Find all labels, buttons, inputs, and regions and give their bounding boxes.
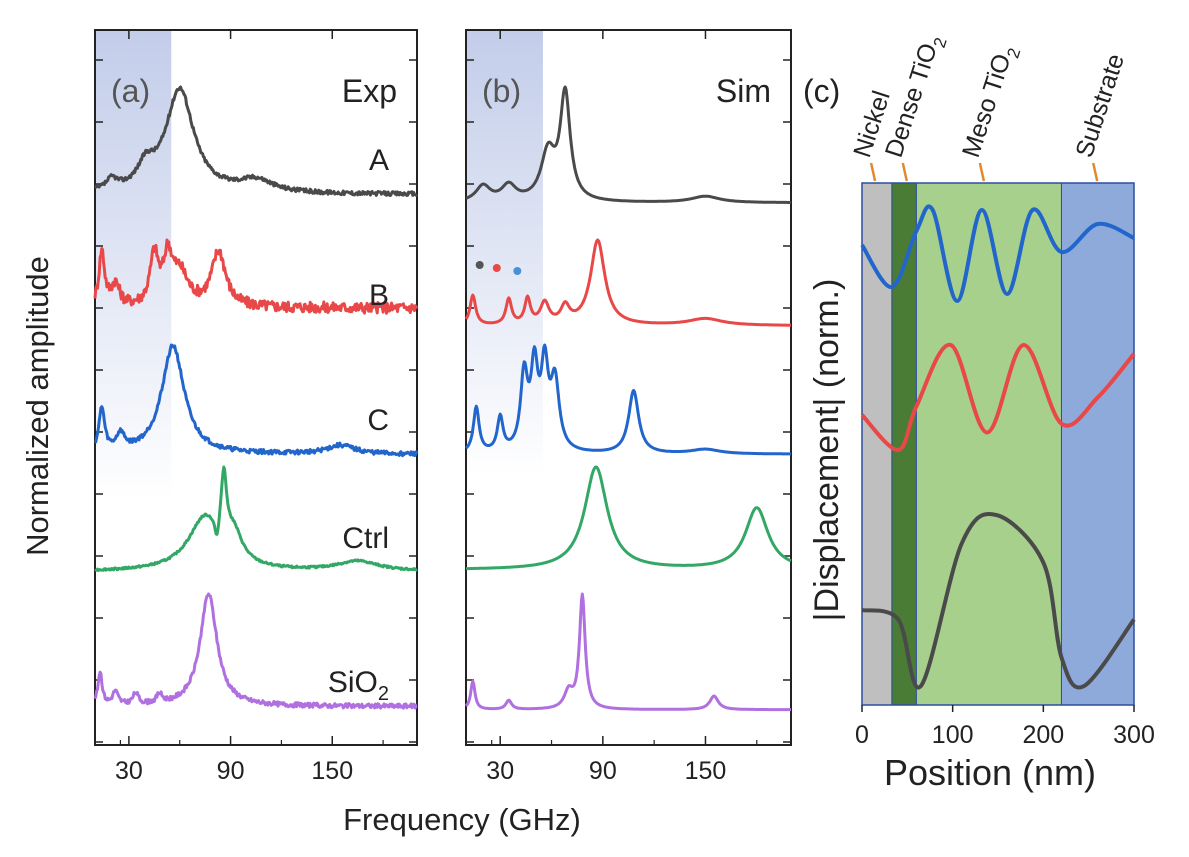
panel-label: (b) [482, 73, 521, 109]
series-label-sio2: SiO2 [328, 666, 389, 705]
series-label-ctrl: Ctrl [342, 522, 389, 555]
panel-b-sim: 30 90 150 (b) Sim [464, 29, 792, 785]
spectrum-line-c [94, 343, 419, 458]
x-tick-label: 30 [486, 757, 514, 785]
layer-substrate [1060, 182, 1135, 706]
x-tick-label: 100 [932, 721, 974, 749]
x-tick-label: 90 [217, 757, 245, 785]
plot-frame [94, 29, 418, 746]
mode-marker [513, 267, 522, 275]
series-label-subscript: 2 [378, 683, 389, 705]
panel-title: Sim [716, 73, 771, 109]
spectrum-line-sio2 [464, 592, 792, 712]
spectrum-line-sio2 [93, 592, 418, 710]
spectrum-line-ctrl [465, 465, 792, 571]
mode-marker [475, 261, 484, 269]
spectrum-line-c [465, 343, 792, 456]
layer-marker [978, 162, 986, 182]
series-label-a: A [369, 144, 389, 177]
plot-frame [861, 182, 1135, 706]
spectrum-line-b [464, 238, 792, 327]
layer-marker [901, 162, 909, 182]
displacement-curve-black [861, 512, 1136, 690]
spectrum-line-a [94, 85, 418, 197]
low-frequency-shade [466, 30, 543, 475]
layer-label-subscript: 2 [1003, 46, 1024, 61]
panel-label: (a) [111, 73, 150, 109]
x-tick-label: 150 [311, 757, 353, 785]
panel-c-y-label: |Displacement| (norm.) [808, 279, 846, 622]
x-axis-label: Frequency (GHz) [343, 802, 581, 837]
x-tick-label: 90 [589, 757, 617, 785]
x-tick-label: 300 [1113, 721, 1155, 749]
layer-marker [1091, 162, 1099, 182]
displacement-curve-blue [860, 204, 1135, 304]
series-label-c: C [367, 404, 389, 437]
layer-label: Meso TiO2 [957, 41, 1024, 162]
layer-label: Substrate [1070, 50, 1130, 160]
x-tick-label: 0 [855, 721, 869, 749]
panel-title: Exp [342, 73, 397, 109]
layer-label-subscript: 2 [930, 35, 951, 50]
x-tick-label: 150 [685, 757, 727, 785]
mode-marker [492, 264, 501, 272]
series-label-b: B [369, 279, 389, 312]
y-axis-label: Normalized amplitude [20, 256, 55, 556]
layer-marker [869, 162, 877, 182]
displacement-curve-red [860, 342, 1136, 452]
panel-label: (c) [803, 73, 840, 109]
spectrum-line-b [93, 238, 419, 315]
x-tick-label: 200 [1022, 721, 1064, 749]
x-tick-label: 30 [115, 757, 143, 785]
plot-frame [465, 29, 792, 746]
spectrum-line-a [465, 85, 792, 204]
spectrum-line-ctrl [94, 465, 418, 572]
panel-a-exp: 30 90 150 (a) Exp A B C Ctrl SiO2 [93, 29, 419, 785]
panel-c-x-label: Position (nm) [884, 752, 1096, 793]
